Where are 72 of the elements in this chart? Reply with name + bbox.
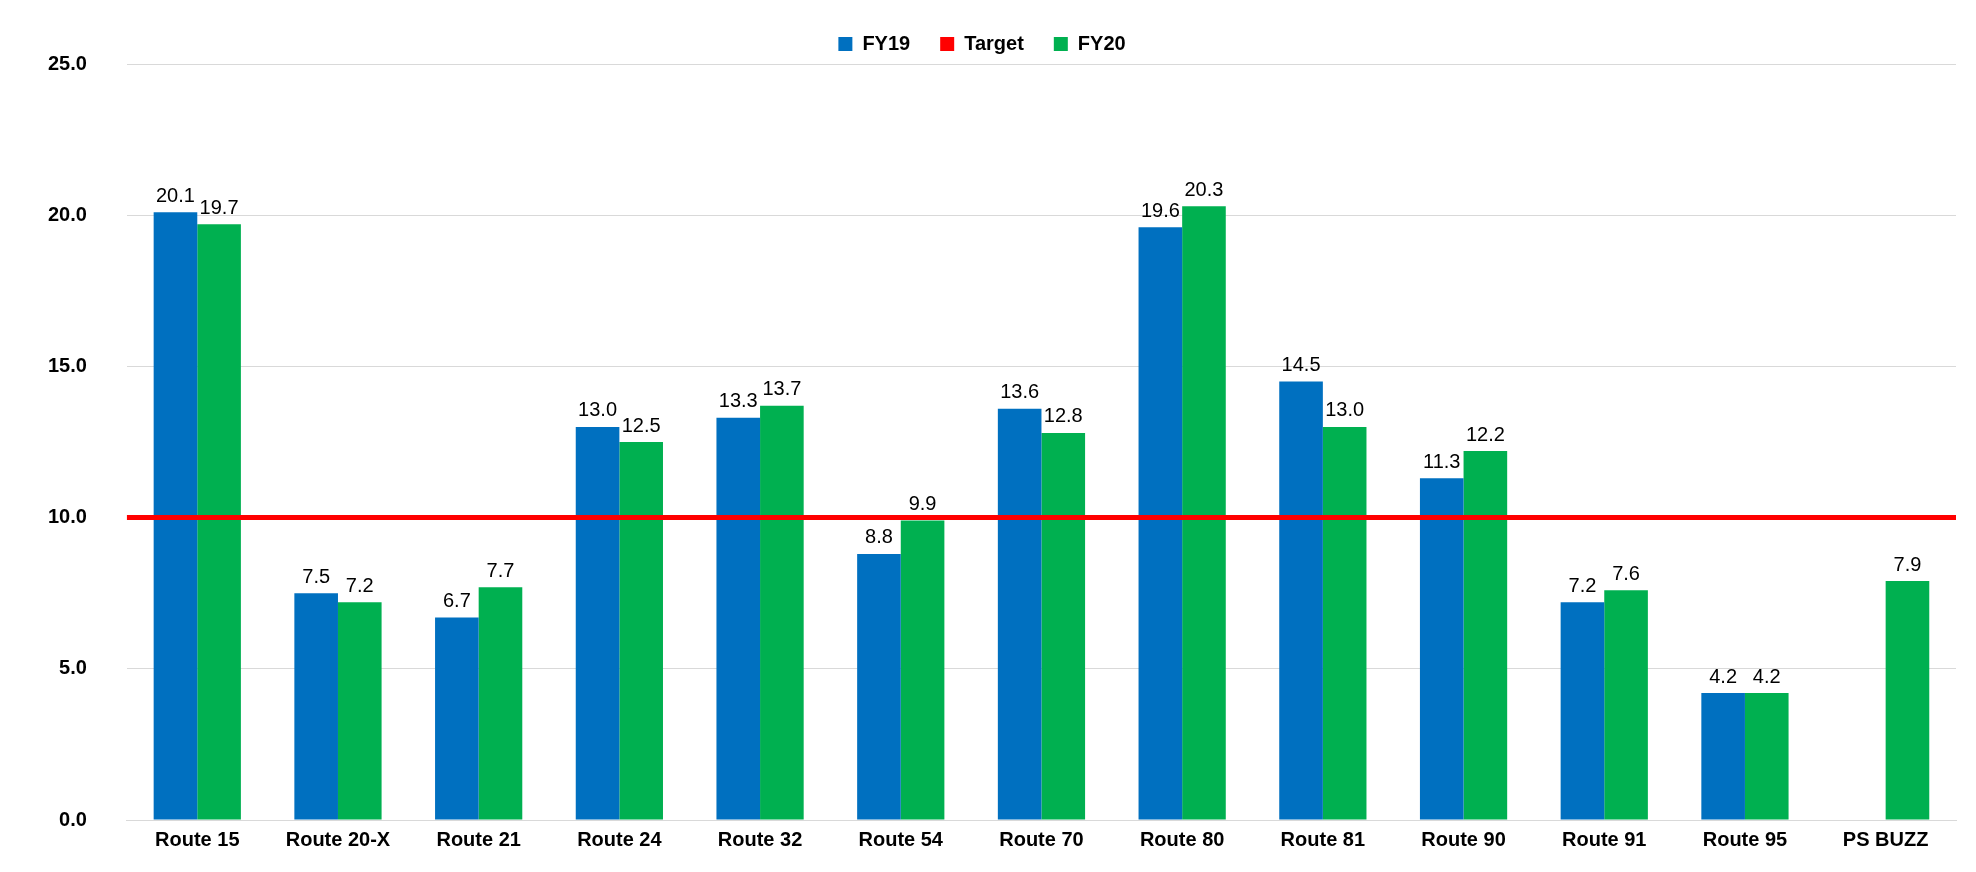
bar — [1560, 602, 1605, 820]
legend-label: Target — [964, 31, 1025, 54]
bar — [1138, 227, 1183, 820]
bar — [1463, 451, 1508, 820]
data-label: 13.6 — [1000, 380, 1040, 403]
data-label: 7.7 — [486, 558, 515, 581]
data-label: 7.2 — [345, 573, 374, 596]
y-tick-label: 25.0 — [47, 51, 87, 74]
x-tick-label: Route 24 — [577, 827, 663, 850]
bar — [1041, 432, 1086, 820]
bar — [197, 224, 241, 820]
x-tick-label: Route 32 — [717, 827, 803, 850]
bar — [1182, 206, 1226, 820]
x-tick-label: Route 90 — [1421, 827, 1506, 850]
data-label: 20.1 — [156, 183, 195, 206]
y-tick-label: 15.0 — [47, 353, 87, 376]
bar — [716, 417, 761, 820]
bar — [997, 408, 1042, 820]
y-tick-label: 0.0 — [59, 807, 87, 830]
x-tick-label: Route 91 — [1562, 827, 1647, 850]
data-label: 7.2 — [1568, 573, 1597, 596]
bar — [1419, 478, 1464, 820]
bar — [1885, 581, 1930, 820]
bar — [760, 405, 804, 820]
data-label: 8.8 — [865, 525, 893, 548]
data-label: 12.8 — [1043, 404, 1083, 427]
x-tick-label: Route 70 — [999, 827, 1084, 850]
data-label: 13.0 — [578, 398, 618, 421]
bar — [900, 520, 945, 820]
data-label: 12.2 — [1465, 422, 1505, 445]
data-label: 11.3 — [1423, 449, 1461, 472]
bar — [1744, 692, 1789, 820]
x-tick-label: Route 80 — [1139, 827, 1225, 850]
data-label: 7.9 — [1893, 552, 1922, 575]
data-label: 13.0 — [1325, 398, 1365, 421]
bar — [294, 593, 338, 820]
x-tick-label: Route 15 — [155, 827, 240, 850]
bar — [619, 442, 663, 820]
bar — [435, 617, 479, 820]
data-label: 6.7 — [442, 588, 471, 611]
legend-label: FY19 — [862, 31, 911, 54]
bar — [1279, 381, 1323, 820]
data-label: 13.7 — [762, 377, 802, 400]
bar — [1604, 590, 1648, 820]
bar — [337, 602, 382, 820]
x-tick-label: Route 81 — [1280, 827, 1366, 850]
bar — [153, 212, 198, 820]
data-label: 20.3 — [1184, 177, 1224, 200]
data-label: 7.6 — [1612, 561, 1640, 584]
data-label: 12.5 — [621, 413, 661, 436]
data-label: 13.3 — [718, 389, 758, 412]
x-tick-label: Route 54 — [858, 827, 944, 850]
bar — [1701, 692, 1745, 820]
data-label: 7.5 — [302, 564, 331, 587]
data-label: 19.7 — [199, 195, 239, 218]
x-tick-label: Route 21 — [436, 827, 521, 850]
x-tick-label: Route 20-X — [285, 827, 391, 850]
bar — [575, 426, 620, 820]
y-tick-label: 5.0 — [59, 656, 87, 679]
x-tick-label: Route 95 — [1702, 827, 1788, 850]
data-label: 14.5 — [1281, 353, 1321, 376]
legend-label: FY20 — [1077, 31, 1126, 54]
y-tick-label: 20.0 — [47, 202, 87, 225]
data-label: 9.9 — [908, 492, 937, 515]
data-label: 4.2 — [1709, 664, 1738, 687]
y-tick-label: 10.0 — [47, 505, 87, 528]
data-label: 19.6 — [1140, 198, 1180, 221]
bar — [1322, 426, 1367, 820]
data-label: 4.2 — [1752, 664, 1781, 687]
bar — [478, 587, 523, 820]
bar — [857, 553, 901, 820]
x-tick-label: PS BUZZ — [1842, 827, 1929, 850]
